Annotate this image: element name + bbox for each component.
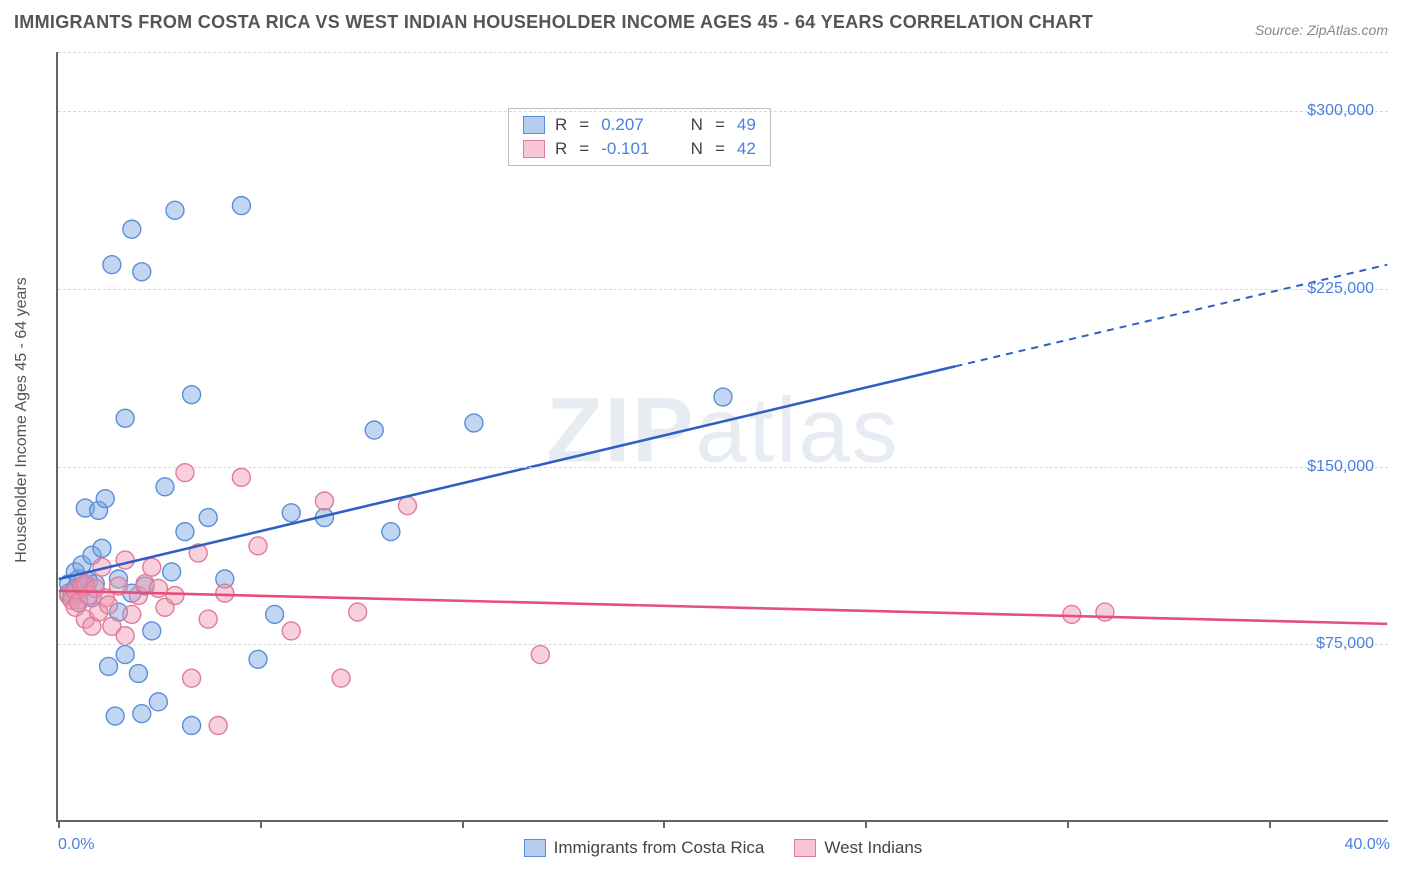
data-point-costa_rica xyxy=(163,563,181,581)
legend-eq: = xyxy=(579,139,589,159)
legend-N-value-pink: 42 xyxy=(737,139,756,159)
gridline xyxy=(58,52,1388,53)
data-point-costa_rica xyxy=(183,717,201,735)
data-point-costa_rica xyxy=(249,650,267,668)
y-axis-label: Householder Income Ages 45 - 64 years xyxy=(13,277,31,563)
legend-label-costa-rica: Immigrants from Costa Rica xyxy=(554,838,765,858)
legend-R-value-blue: 0.207 xyxy=(601,115,661,135)
legend-item-costa-rica: Immigrants from Costa Rica xyxy=(524,838,765,858)
gridline xyxy=(58,644,1388,645)
data-point-west_indian xyxy=(209,717,227,735)
data-point-costa_rica xyxy=(232,197,250,215)
data-point-west_indian xyxy=(1063,605,1081,623)
gridline xyxy=(58,111,1388,112)
x-tick-mark xyxy=(865,820,867,828)
data-point-west_indian xyxy=(249,537,267,555)
legend-N-value-blue: 49 xyxy=(737,115,756,135)
legend-row-costa-rica: R = 0.207 N = 49 xyxy=(523,113,756,137)
data-point-costa_rica xyxy=(133,263,151,281)
data-point-west_indian xyxy=(216,584,234,602)
source-attribution: Source: ZipAtlas.com xyxy=(1255,22,1388,38)
data-point-west_indian xyxy=(315,492,333,510)
data-point-costa_rica xyxy=(106,707,124,725)
legend-eq: = xyxy=(715,139,725,159)
data-point-west_indian xyxy=(123,605,141,623)
legend-N-label: N xyxy=(691,115,703,135)
data-point-west_indian xyxy=(116,627,134,645)
x-tick-mark xyxy=(58,820,60,828)
trend-line-west_indian xyxy=(59,591,1388,624)
legend-label-west-indian: West Indians xyxy=(824,838,922,858)
swatch-pink-icon xyxy=(523,140,545,158)
x-tick-mark xyxy=(260,820,262,828)
data-point-west_indian xyxy=(199,610,217,628)
plot-area: ZIPatlas R = 0.207 N = 49 R = -0.101 N xyxy=(56,52,1388,822)
data-point-west_indian xyxy=(349,603,367,621)
data-point-west_indian xyxy=(116,551,134,569)
x-tick-label: 40.0% xyxy=(1345,836,1390,854)
gridline xyxy=(58,467,1388,468)
data-point-costa_rica xyxy=(199,509,217,527)
data-point-west_indian xyxy=(100,596,118,614)
data-point-west_indian xyxy=(166,587,184,605)
legend-R-label: R xyxy=(555,115,567,135)
data-point-west_indian xyxy=(332,669,350,687)
data-point-costa_rica xyxy=(266,605,284,623)
x-tick-mark xyxy=(1067,820,1069,828)
x-tick-mark xyxy=(1269,820,1271,828)
plot-svg xyxy=(58,52,1388,820)
legend-statistics: R = 0.207 N = 49 R = -0.101 N = 42 xyxy=(508,108,771,166)
data-point-west_indian xyxy=(183,669,201,687)
data-point-costa_rica xyxy=(116,409,134,427)
data-point-west_indian xyxy=(398,497,416,515)
legend-eq: = xyxy=(579,115,589,135)
y-tick-label: $225,000 xyxy=(1307,280,1374,298)
swatch-pink-icon xyxy=(794,839,816,857)
chart-container: IMMIGRANTS FROM COSTA RICA VS WEST INDIA… xyxy=(0,0,1406,892)
swatch-blue-icon xyxy=(524,839,546,857)
y-tick-label: $150,000 xyxy=(1307,458,1374,476)
legend-item-west-indian: West Indians xyxy=(794,838,922,858)
data-point-costa_rica xyxy=(149,693,167,711)
data-point-costa_rica xyxy=(282,504,300,522)
data-point-costa_rica xyxy=(143,622,161,640)
data-point-costa_rica xyxy=(382,523,400,541)
legend-series: Immigrants from Costa Rica West Indians xyxy=(58,838,1388,858)
swatch-blue-icon xyxy=(523,116,545,134)
data-point-west_indian xyxy=(232,468,250,486)
data-point-west_indian xyxy=(531,646,549,664)
data-point-costa_rica xyxy=(93,539,111,557)
legend-N-label: N xyxy=(691,139,703,159)
x-tick-mark xyxy=(663,820,665,828)
y-tick-label: $75,000 xyxy=(1316,635,1374,653)
data-point-west_indian xyxy=(143,558,161,576)
data-point-costa_rica xyxy=(166,201,184,219)
gridline xyxy=(58,289,1388,290)
data-point-costa_rica xyxy=(714,388,732,406)
data-point-costa_rica xyxy=(183,386,201,404)
data-point-costa_rica xyxy=(365,421,383,439)
legend-eq: = xyxy=(715,115,725,135)
data-point-costa_rica xyxy=(176,523,194,541)
data-point-costa_rica xyxy=(116,646,134,664)
data-point-west_indian xyxy=(1096,603,1114,621)
data-point-costa_rica xyxy=(465,414,483,432)
y-tick-label: $300,000 xyxy=(1307,102,1374,120)
data-point-costa_rica xyxy=(129,665,147,683)
data-point-costa_rica xyxy=(123,220,141,238)
x-tick-mark xyxy=(462,820,464,828)
data-point-costa_rica xyxy=(133,705,151,723)
data-point-costa_rica xyxy=(156,478,174,496)
legend-row-west-indian: R = -0.101 N = 42 xyxy=(523,137,756,161)
data-point-costa_rica xyxy=(100,657,118,675)
data-point-costa_rica xyxy=(96,490,114,508)
legend-R-label: R xyxy=(555,139,567,159)
data-point-costa_rica xyxy=(103,256,121,274)
chart-title: IMMIGRANTS FROM COSTA RICA VS WEST INDIA… xyxy=(14,12,1093,33)
data-point-west_indian xyxy=(282,622,300,640)
legend-R-value-pink: -0.101 xyxy=(601,139,661,159)
x-tick-label: 0.0% xyxy=(58,836,94,854)
